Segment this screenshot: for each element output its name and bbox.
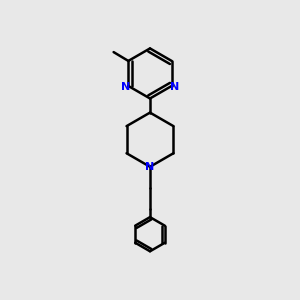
Text: N: N — [146, 162, 154, 172]
Text: N: N — [121, 82, 130, 92]
Text: N: N — [170, 82, 179, 92]
